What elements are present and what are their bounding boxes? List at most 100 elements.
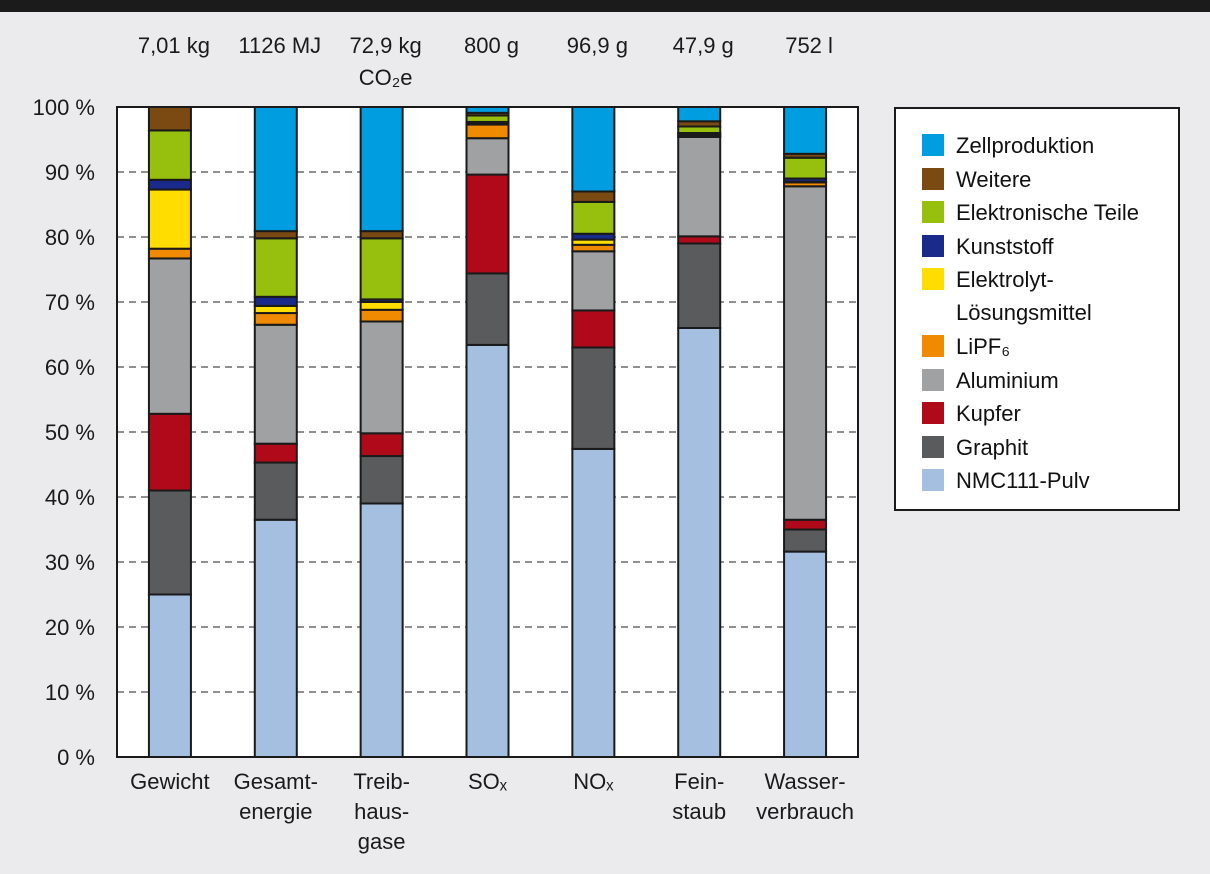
- bar-total-label: 752 l: [785, 33, 833, 58]
- legend-item: Graphit: [922, 431, 1028, 464]
- y-tick-label: 30 %: [45, 550, 95, 575]
- bar-segment-elektronische-teile: [571, 200, 616, 235]
- legend-swatch: [922, 335, 944, 357]
- legend-label: Elektrolyt- Lösungsmittel: [956, 267, 1092, 325]
- y-tick-label: 70 %: [45, 290, 95, 315]
- legend-label: Weitere: [956, 166, 1032, 192]
- bar-segment-lipf-: [465, 123, 510, 140]
- legend-label: Kunststoff: [956, 233, 1054, 259]
- bar-segment-nmc111-pulv: [147, 593, 192, 758]
- bar-segment-lipf-: [253, 312, 298, 326]
- bar-segment-elektronische-teile: [253, 237, 298, 298]
- bar-total-label: 47,9 g: [673, 33, 734, 58]
- y-tick-label: 80 %: [45, 225, 95, 250]
- bar-segment-nmc111-pulv: [253, 518, 298, 758]
- bar-segment-zellproduktion: [359, 106, 404, 233]
- x-category-label: NOₓ: [573, 769, 614, 794]
- bar-segment-weitere: [359, 230, 404, 240]
- legend-item: Elektronische Teile: [922, 196, 1139, 229]
- legend-label: NMC111-Pulv: [956, 468, 1090, 493]
- legend: Zellproduktion Weitere Elektronische Teile…: [894, 107, 1180, 511]
- bar-segment-elektronische-teile: [783, 156, 828, 180]
- legend-swatch: [922, 201, 944, 223]
- bar-segment-nmc111-pulv: [571, 447, 616, 758]
- legend-swatch: [922, 134, 944, 156]
- x-category-label: Fein-staub: [672, 769, 726, 824]
- bar-segment-elektrolyt-l-sungsmittel: [253, 304, 298, 315]
- y-tick-label: 100 %: [33, 95, 95, 120]
- y-tick-label: 90 %: [45, 160, 95, 185]
- x-category-label: Gewicht: [130, 769, 209, 794]
- bar-segment-aluminium: [147, 257, 192, 415]
- y-tick-label: 20 %: [45, 615, 95, 640]
- bar-segment-aluminium: [677, 135, 722, 238]
- bar-segment-zellproduktion: [783, 106, 828, 155]
- top-bar: [0, 0, 1210, 12]
- bar-segment-nmc111-pulv: [783, 550, 828, 758]
- x-category-label: Wasser-verbrauch: [756, 769, 854, 824]
- legend-item: Kupfer: [922, 397, 1021, 430]
- bar-total-label: 800 g: [464, 33, 519, 58]
- bar-segment-aluminium: [465, 137, 510, 176]
- bar-total-label: 72,9 kg CO₂e: [350, 33, 422, 90]
- bar-segment-aluminium: [571, 250, 616, 312]
- plot-frame: [116, 106, 859, 758]
- bar-segment-nmc111-pulv: [465, 343, 510, 758]
- bar-segment-weitere: [571, 190, 616, 203]
- bar-segment-kupfer: [571, 309, 616, 349]
- bar-total-label: 96,9 g: [567, 33, 628, 58]
- legend-label: Graphit: [956, 434, 1029, 460]
- bar-segment-zellproduktion: [253, 106, 298, 233]
- y-tick-label: 50 %: [45, 420, 95, 445]
- bar-segment-kunststoff: [253, 295, 298, 307]
- bar-segment-kupfer: [147, 412, 192, 492]
- legend-swatch: [922, 402, 944, 424]
- bar-segment-weitere: [147, 106, 192, 132]
- legend-swatch: [922, 469, 944, 491]
- bar-segment-kupfer: [677, 235, 722, 245]
- bar-segment-nmc111-pulv: [359, 502, 404, 758]
- legend-swatch: [922, 268, 944, 290]
- bar-segment-graphit: [465, 272, 510, 346]
- legend-label: Kupfer: [956, 401, 1021, 426]
- bar-segment-zellproduktion: [677, 106, 722, 123]
- bar-segment-graphit: [359, 455, 404, 505]
- bar-segment-elektrolyt-l-sungsmittel: [359, 301, 404, 311]
- legend-swatch: [922, 167, 944, 190]
- bar-total-label: 1126 MJ: [238, 33, 321, 58]
- bar-segment-lipf-: [359, 308, 404, 323]
- legend-label: Zellproduktion: [956, 133, 1095, 158]
- y-tick-label: 10 %: [45, 680, 95, 705]
- bar-segment-aluminium: [783, 185, 828, 521]
- y-tick-label: 0 %: [57, 745, 95, 770]
- bar-segment-kupfer: [359, 432, 404, 458]
- legend-item: Zellproduktion: [922, 129, 1094, 162]
- bar-segment-kupfer: [465, 173, 510, 275]
- y-tick-label: 60 %: [45, 355, 95, 380]
- x-category-label: SOₓ: [468, 769, 508, 794]
- legend-label: LiPF₆: [956, 334, 1011, 359]
- bar-segment-graphit: [783, 528, 828, 553]
- legend-label: Elektronische Teile: [956, 200, 1140, 225]
- bar-segment-graphit: [253, 461, 298, 521]
- bar-segment-kunststoff: [147, 178, 192, 191]
- legend-item: Aluminium: [922, 364, 1059, 397]
- bar-segment-kupfer: [253, 442, 298, 464]
- bar-segment-graphit: [571, 346, 616, 450]
- bar-segment-zellproduktion: [571, 106, 616, 193]
- bar-segment-aluminium: [359, 320, 404, 435]
- x-category-label: Treib-haus-gase: [353, 769, 410, 854]
- legend-item: NMC111-Pulv: [922, 464, 1090, 497]
- bar-segment-nmc111-pulv: [677, 327, 722, 758]
- legend-item: LiPF₆: [922, 330, 1010, 363]
- bar-segment-lipf-: [147, 247, 192, 260]
- legend-swatch: [922, 435, 944, 458]
- bar-segment-elektronische-teile: [147, 129, 192, 181]
- legend-swatch: [922, 368, 944, 391]
- legend-item: Elektrolyt- Lösungsmittel: [922, 263, 1092, 329]
- legend-item: Weitere: [922, 163, 1031, 196]
- bar-segment-weitere: [253, 230, 298, 240]
- bar-segment-graphit: [147, 489, 192, 596]
- legend-swatch: [922, 234, 944, 257]
